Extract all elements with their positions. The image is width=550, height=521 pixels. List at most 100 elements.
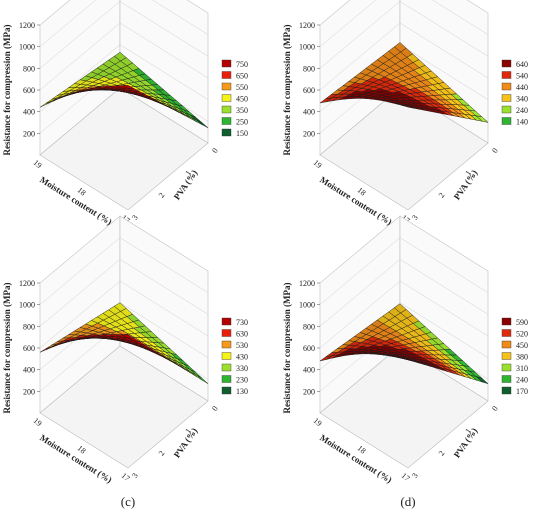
z-gridline — [319, 22, 489, 91]
legend-swatch — [501, 340, 512, 349]
x-tick-label: 17 — [120, 213, 132, 225]
legend-swatch — [221, 71, 232, 79]
legend-swatch — [501, 71, 512, 79]
z-tick-label: 400 — [23, 366, 35, 375]
legend-label: 750 — [236, 60, 248, 69]
x-tick-label: 18 — [356, 186, 368, 198]
z-tick-label: 1000 — [299, 301, 315, 310]
x-tick-label: 19 — [312, 158, 324, 170]
z-tick-label: 1000 — [19, 43, 35, 52]
y-tick-label: 2 — [437, 191, 447, 199]
z-gridline — [319, 1, 489, 69]
z-tick-label: 200 — [303, 387, 315, 396]
legend-swatch — [501, 94, 512, 102]
legend-label: 440 — [516, 83, 528, 92]
legend-label: 530 — [236, 341, 248, 350]
chart-panel: 200 400 600 800 1000 1200 Resistance for compr… — [282, 0, 528, 251]
surface-cell — [401, 105, 414, 109]
z-axis-label: Resistance for compression (MPa) — [282, 25, 292, 156]
legend-label: 170 — [516, 387, 528, 396]
legend-swatch — [501, 59, 512, 68]
legend-swatch — [221, 317, 232, 326]
z-tick-label: 1200 — [299, 279, 315, 288]
z-gridline — [319, 0, 489, 26]
y-tick-label: 2 — [157, 449, 167, 457]
legend-label: 650 — [236, 72, 248, 81]
legend-label: 310 — [516, 364, 528, 373]
legend-swatch — [221, 352, 232, 360]
z-axis-label: Resistance for compression (MPa) — [2, 283, 12, 414]
legend-label: 450 — [236, 95, 248, 104]
y-tick-label: 0 — [210, 404, 220, 412]
chart-panel: 200 400 600 800 1000 1200 Resistance for compr… — [2, 0, 248, 251]
legend-label: 540 — [516, 72, 528, 81]
legend-label: 350 — [236, 106, 248, 115]
z-tick-label: 1200 — [19, 279, 35, 288]
floor-plane — [39, 87, 209, 211]
legend-swatch — [501, 386, 512, 395]
legend-label: 240 — [516, 376, 528, 385]
legend-swatch — [221, 105, 232, 114]
z-tick-label: 600 — [23, 344, 35, 353]
legend-label: 230 — [236, 376, 248, 385]
legend-swatch — [221, 363, 232, 372]
legend-label: 640 — [516, 60, 528, 69]
y-tick-label: 1 — [183, 427, 193, 435]
z-gridline — [39, 215, 209, 284]
y-tick-label: 0 — [210, 146, 220, 154]
z-tick-label: 600 — [303, 344, 315, 353]
z-gridline — [39, 280, 209, 349]
floor-plane — [319, 87, 489, 211]
y-tick-label: 1 — [183, 169, 193, 177]
floor-plane — [319, 345, 489, 469]
z-tick-label: 400 — [303, 108, 315, 117]
x-tick-label: 19 — [32, 158, 44, 170]
legend-label: 130 — [236, 387, 248, 396]
legend-label: 520 — [516, 330, 528, 339]
legend-swatch — [221, 82, 232, 91]
legend-swatch — [221, 340, 232, 349]
y-tick-label: 2 — [157, 191, 167, 199]
z-tick-label: 1200 — [19, 21, 35, 30]
legend-label: 380 — [516, 353, 528, 362]
legend-label: 150 — [236, 129, 248, 138]
z-tick-label: 600 — [303, 86, 315, 95]
legend-swatch — [221, 94, 232, 102]
legend-label: 240 — [516, 106, 528, 115]
legend-swatch — [501, 329, 512, 337]
z-gridline — [39, 1, 209, 69]
z-gridline — [39, 259, 209, 327]
panel-caption: (c) — [121, 494, 135, 509]
z-gridline — [319, 215, 489, 284]
legend-label: 630 — [236, 330, 248, 339]
legend-label: 730 — [236, 318, 248, 327]
legend-label: 340 — [516, 95, 528, 104]
legend-swatch — [221, 386, 232, 395]
z-tick-label: 800 — [23, 322, 35, 331]
legend-label: 590 — [516, 318, 528, 327]
z-tick-label: 200 — [23, 387, 35, 396]
legend-swatch — [221, 117, 232, 125]
z-tick-label: 200 — [303, 129, 315, 138]
y-tick-label: 3 — [130, 471, 140, 479]
y-tick-label: 3 — [130, 213, 140, 221]
z-gridline — [319, 0, 489, 47]
x-tick-label: 19 — [32, 416, 44, 428]
legend-swatch — [501, 82, 512, 91]
y-tick-label: 0 — [490, 146, 500, 154]
z-tick-label: 800 — [23, 64, 35, 73]
chart-panel: 200 400 600 800 1000 1200 Resistance for compr… — [282, 215, 528, 509]
floor-plane — [39, 345, 209, 469]
y-tick-label: 3 — [410, 213, 420, 221]
y-tick-label: 2 — [437, 449, 447, 457]
z-gridline — [39, 237, 209, 305]
z-tick-label: 400 — [303, 366, 315, 375]
z-tick-label: 600 — [23, 86, 35, 95]
z-gridline — [39, 22, 209, 91]
x-tick-label: 17 — [120, 471, 132, 483]
x-tick-label: 17 — [400, 213, 412, 225]
z-gridline — [39, 0, 209, 26]
legend-swatch — [501, 105, 512, 114]
legend-label: 450 — [516, 341, 528, 350]
